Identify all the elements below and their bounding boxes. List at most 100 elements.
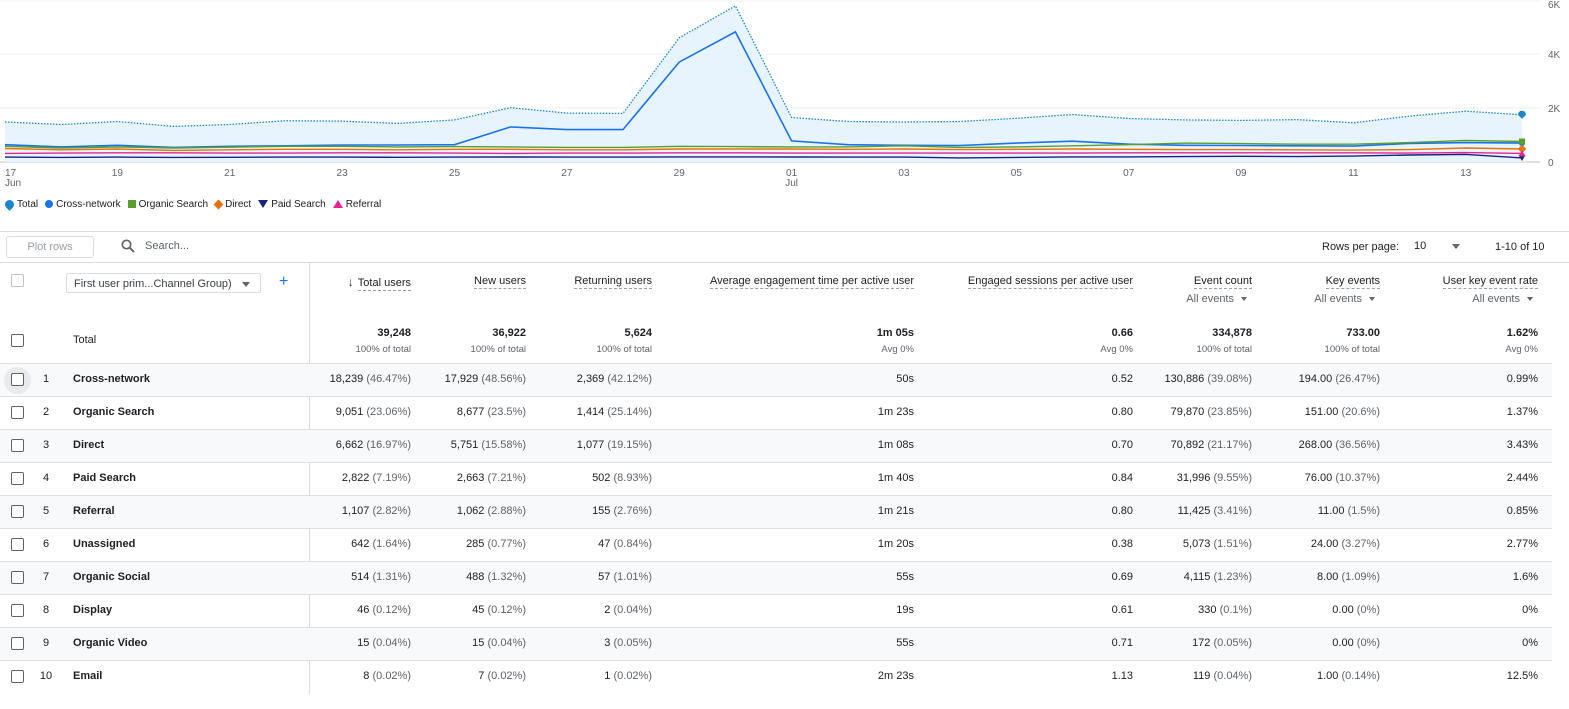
cell-value: 7 xyxy=(478,670,485,682)
cell-value: 1 xyxy=(604,670,611,682)
y-tick-label: 0 xyxy=(1548,158,1554,169)
cell-value: 3.43% xyxy=(1506,439,1538,451)
table-cell: 1 (0.02%) xyxy=(604,670,652,682)
cell-percent: (0.1%) xyxy=(1216,604,1252,616)
table-cell: 130,886 (39.08%) xyxy=(1165,373,1252,385)
table-cell: 7 (0.02%) xyxy=(478,670,526,682)
row-number: 6 xyxy=(42,538,50,550)
legend-marker-icon xyxy=(258,200,269,208)
cell-value: 0.00 xyxy=(1332,637,1354,649)
cell-percent: (0.02%) xyxy=(484,670,526,682)
add-dimension-icon[interactable]: + xyxy=(279,273,289,290)
event-filter-select[interactable]: All events xyxy=(1314,293,1375,305)
table-cell: 8 (0.02%) xyxy=(363,670,411,682)
legend-marker-icon xyxy=(45,200,54,208)
table-cell: 1,077 (19.15%) xyxy=(577,439,652,451)
dimension-select[interactable]: First user prim...Channel Group) xyxy=(66,273,261,293)
plot-rows-button[interactable]: Plot rows xyxy=(6,236,94,258)
table-cell: 194.00 (26.47%) xyxy=(1299,373,1380,385)
table-cell: 11.00 (1.5%) xyxy=(1318,505,1380,517)
table-cell: 151.00 (20.6%) xyxy=(1305,406,1380,418)
row-checkbox[interactable] xyxy=(11,505,24,518)
row-checkbox[interactable] xyxy=(11,472,24,485)
event-filter-select[interactable]: All events xyxy=(1472,293,1533,305)
table-row[interactable]: 8 Display 46 (0.12%) 45 (0.12%) 2 (0.04%) 19s… xyxy=(0,594,1552,627)
row-checkbox[interactable] xyxy=(11,604,24,617)
table-row[interactable]: 3 Direct 6,662 (16.97%) 5,751 (15.58%) 1,077… xyxy=(0,429,1552,462)
table-cell: 11,425 (3.41%) xyxy=(1178,505,1252,517)
legend-item[interactable]: Organic Search xyxy=(127,199,208,210)
table-cell: 0.70 xyxy=(1112,439,1133,451)
table-row[interactable]: 2 Organic Search 9,051 (23.06%) 8,677 (23.5… xyxy=(0,396,1552,429)
legend-item[interactable]: Paid Search xyxy=(258,199,326,210)
cell-value: 55s xyxy=(896,637,914,649)
row-checkbox[interactable] xyxy=(11,406,24,419)
row-checkbox[interactable] xyxy=(11,373,24,386)
table-row[interactable]: 1 Cross-network 18,239 (46.47%) 17,929 (48.… xyxy=(0,363,1552,396)
search-input[interactable] xyxy=(145,237,445,255)
table-cell: 2,369 (42.12%) xyxy=(577,373,652,385)
chevron-down-icon[interactable] xyxy=(1452,244,1460,249)
legend-item[interactable]: Cross-network xyxy=(45,199,121,210)
row-checkbox[interactable] xyxy=(11,670,24,683)
table-cell: 1m 20s xyxy=(878,538,914,550)
x-tick-label: 29 xyxy=(674,168,686,179)
column-header[interactable]: Average engagement time per active user xyxy=(709,275,914,289)
sort-down-icon[interactable]: ↓ xyxy=(347,275,354,289)
row-checkbox[interactable] xyxy=(11,637,24,650)
table-cell: 2 (0.04%) xyxy=(604,604,652,616)
row-checkbox[interactable] xyxy=(11,571,24,584)
select-all-checkbox[interactable] xyxy=(11,274,24,287)
legend-marker-icon xyxy=(213,199,224,209)
table-row[interactable]: 10 Email 8 (0.02%) 7 (0.02%) 1 (0.02%) 2m 23s… xyxy=(0,660,1552,693)
column-header[interactable]: Returning users xyxy=(574,275,652,289)
total-checkbox[interactable] xyxy=(11,334,24,347)
total-subtext: 100% of total xyxy=(596,344,652,355)
cell-value: 5,073 xyxy=(1182,538,1211,550)
total-value: 39,248 xyxy=(377,327,411,339)
table-cell: 8.00 (1.09%) xyxy=(1317,571,1380,583)
cell-percent: (0.04%) xyxy=(484,637,526,649)
table-cell: 12.5% xyxy=(1507,670,1538,682)
column-header[interactable]: Event count xyxy=(1193,275,1252,289)
cell-percent: (1.01%) xyxy=(610,571,652,583)
cell-percent: (1.64%) xyxy=(369,538,411,550)
legend-item[interactable]: Direct xyxy=(213,199,251,210)
table-cell: 0% xyxy=(1522,604,1538,616)
cell-percent: (8.93%) xyxy=(610,472,652,484)
column-header[interactable]: ↓ Total users xyxy=(347,275,411,291)
table-cell: 0.61 xyxy=(1112,604,1133,616)
total-subtext: Avg 0% xyxy=(1505,344,1538,355)
table-cell: 9,051 (23.06%) xyxy=(336,406,411,418)
row-checkbox[interactable] xyxy=(11,439,24,452)
column-header[interactable]: Engaged sessions per active user xyxy=(967,275,1133,289)
cell-value: 1.00 xyxy=(1317,670,1339,682)
legend-item[interactable]: Total xyxy=(3,197,38,211)
column-header[interactable]: Key events xyxy=(1325,275,1380,289)
table-cell: 4,115 (1.23%) xyxy=(1184,571,1252,583)
column-header[interactable]: New users xyxy=(474,275,526,289)
rows-per-page-select[interactable]: 10 xyxy=(1414,240,1427,252)
table-cell: 2.44% xyxy=(1507,472,1538,484)
table-row[interactable]: 4 Paid Search 2,822 (7.19%) 2,663 (7.21%) 50… xyxy=(0,462,1552,495)
rows-per-page-label: Rows per page: xyxy=(1322,241,1400,253)
table-row[interactable]: 5 Referral 1,107 (2.82%) 1,062 (2.88%) 155 (… xyxy=(0,495,1552,528)
table-cell: 2,822 (7.19%) xyxy=(342,472,411,484)
row-number: 2 xyxy=(42,406,50,418)
table-cell: 0.84 xyxy=(1112,472,1133,484)
event-filter-select[interactable]: All events xyxy=(1186,293,1247,305)
cell-value: 194.00 xyxy=(1298,373,1333,385)
table-row[interactable]: 9 Organic Video 15 (0.04%) 15 (0.04%) 3 (0.0… xyxy=(0,627,1552,660)
row-checkbox[interactable] xyxy=(11,538,24,551)
cell-value: 1m 20s xyxy=(877,538,914,550)
table-row[interactable]: 7 Organic Social 514 (1.31%) 488 (1.32%) 57 … xyxy=(0,561,1552,594)
search-icon xyxy=(121,239,135,253)
x-tick-label: 13 xyxy=(1460,168,1472,179)
table-cell: 5,073 (1.51%) xyxy=(1183,538,1252,550)
table-cell: 172 (0.05%) xyxy=(1192,637,1252,649)
cell-percent: (19.15%) xyxy=(604,439,652,451)
legend-item[interactable]: Referral xyxy=(332,199,381,210)
table-cell: 55s xyxy=(896,571,914,583)
column-header[interactable]: User key event rate xyxy=(1442,275,1538,289)
table-row[interactable]: 6 Unassigned 642 (1.64%) 285 (0.77%) 47 (0.8… xyxy=(0,528,1552,561)
